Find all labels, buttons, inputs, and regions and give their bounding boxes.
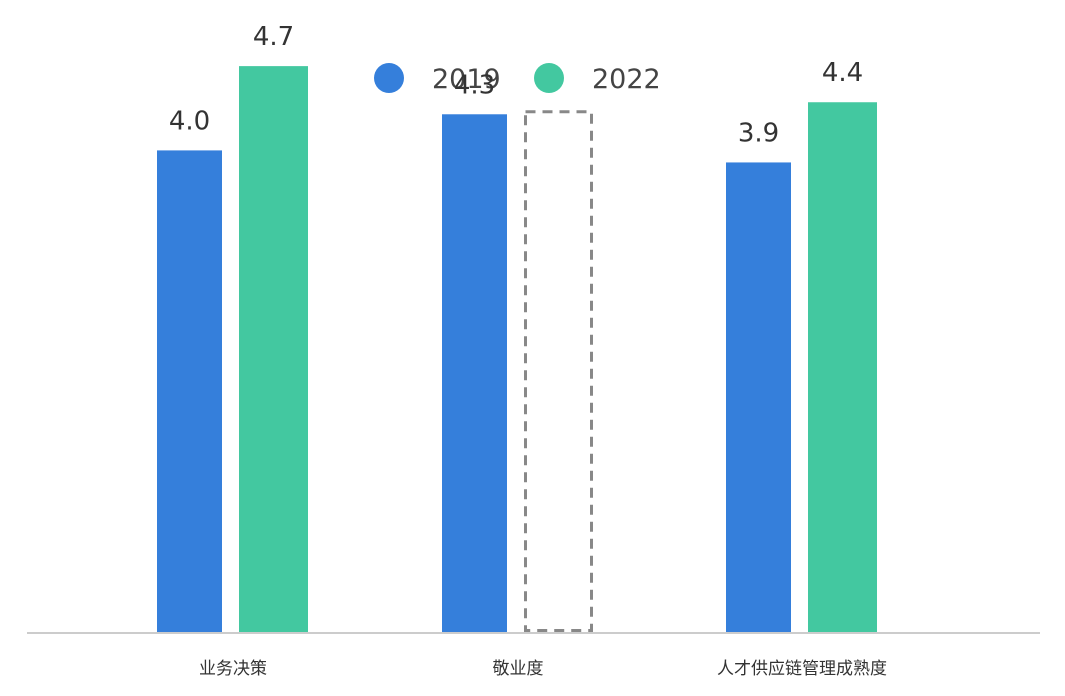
legend-marker-2022: [534, 63, 564, 93]
value-labels-group: 4.0 4.7 4.3 3.9 4.4: [169, 22, 863, 148]
bar-2022: [808, 102, 877, 633]
bar-2019: [442, 114, 507, 632]
legend: 2019 2022: [374, 63, 661, 95]
category-label: 业务决策: [199, 659, 267, 679]
bar-missing-2022: [524, 110, 593, 632]
bar-2019: [157, 150, 222, 632]
category-label: 人才供应链管理成熟度: [717, 658, 887, 679]
category-labels-group: 业务决策 敬业度 人才供应链管理成熟度: [199, 658, 887, 679]
value-label-2019: 3.9: [738, 118, 779, 148]
legend-marker-2019: [374, 63, 404, 93]
legend-label-2022: 2022: [592, 64, 661, 95]
value-label-2019: 4.3: [454, 70, 495, 100]
category-label: 敬业度: [493, 659, 544, 679]
legend-label-2019: 2019: [432, 64, 501, 95]
value-label-2019: 4.0: [169, 106, 210, 136]
bar-2022: [239, 66, 308, 633]
value-label-2022: 4.4: [822, 58, 863, 88]
value-label-2022: 4.7: [253, 22, 294, 52]
bars-group: [157, 66, 877, 633]
bar-2019: [726, 162, 791, 632]
